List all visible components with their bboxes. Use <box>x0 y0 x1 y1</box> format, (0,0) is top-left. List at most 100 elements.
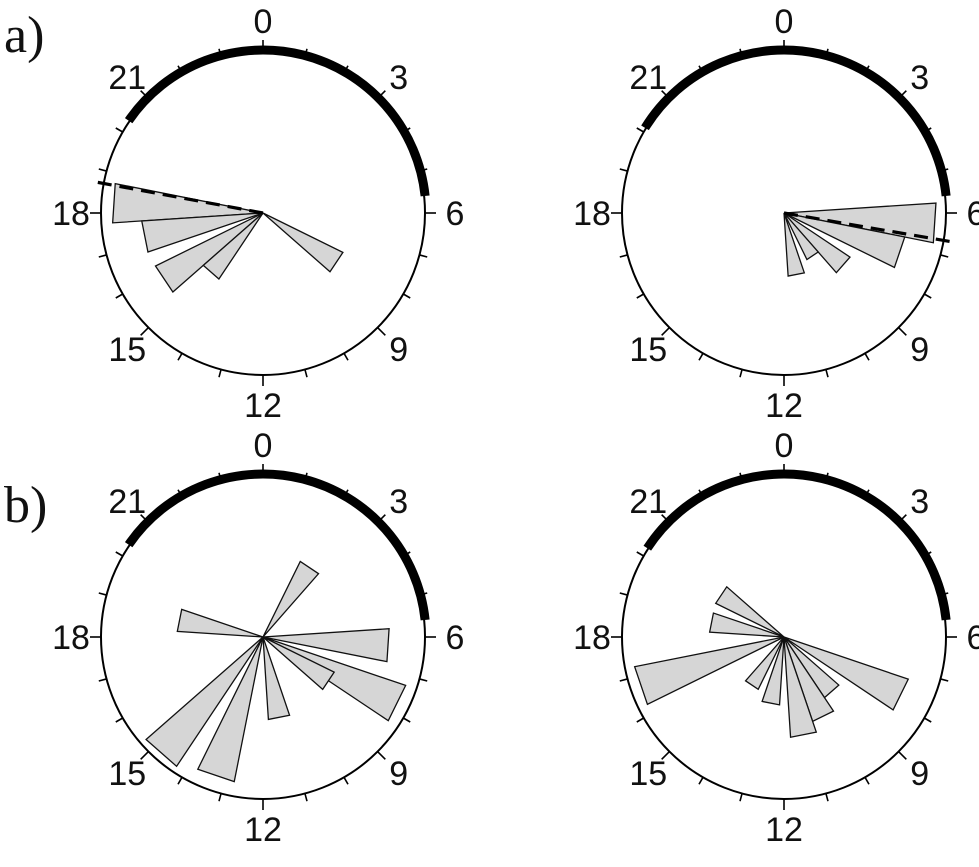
hour-tick <box>177 65 183 74</box>
rose-petal <box>262 628 390 663</box>
hour-tick <box>376 326 386 336</box>
rose-petal <box>783 212 906 269</box>
hour-tick <box>661 326 671 336</box>
hour-label-18: 18 <box>52 619 90 657</box>
hour-tick <box>140 514 150 524</box>
hour-tick <box>98 678 107 682</box>
hour-label-18: 18 <box>573 195 611 233</box>
hour-label-9: 9 <box>389 755 408 793</box>
hour-tick <box>698 352 704 361</box>
hour-label-0: 0 <box>775 427 794 465</box>
rose-petal <box>744 636 785 691</box>
hour-tick <box>218 793 222 802</box>
panel-label-a: a) <box>4 7 44 64</box>
hour-label-9: 9 <box>910 331 929 369</box>
hour-label-0: 0 <box>254 3 273 41</box>
hour-tick <box>98 592 107 596</box>
hour-tick <box>864 489 870 498</box>
hour-tick <box>636 293 645 299</box>
hour-tick <box>739 48 743 57</box>
hour-label-21: 21 <box>629 483 667 521</box>
hour-tick <box>140 326 150 336</box>
hour-tick <box>115 551 124 557</box>
hour-label-12: 12 <box>244 387 282 425</box>
mean-direction-line <box>783 211 956 245</box>
hour-label-21: 21 <box>629 59 667 97</box>
hour-tick <box>177 489 183 498</box>
hour-tick <box>218 472 222 481</box>
hour-label-15: 15 <box>629 331 667 369</box>
hour-label-12: 12 <box>244 811 282 849</box>
hour-tick <box>343 65 349 74</box>
rose-plot-a-right: 0 3 6 9 12 15 18 21 <box>573 3 979 425</box>
hour-tick <box>661 750 671 760</box>
hour-tick <box>923 717 932 723</box>
rose-petal <box>196 636 264 783</box>
rose-petal <box>145 636 264 768</box>
rose-petal <box>262 560 320 638</box>
hour-tick <box>376 514 386 524</box>
dark-arc-band <box>124 469 430 621</box>
rose-plot-b-left: 0 3 6 9 12 15 18 21 <box>52 427 464 849</box>
hour-tick <box>140 90 150 100</box>
hour-tick <box>98 254 107 258</box>
rose-petal <box>783 212 820 261</box>
rose-petal <box>176 608 264 638</box>
hour-tick <box>343 489 349 498</box>
rose-petal <box>262 212 344 273</box>
hour-tick <box>402 551 411 557</box>
hour-label-18: 18 <box>573 619 611 657</box>
hour-tick <box>923 127 932 133</box>
hour-label-15: 15 <box>108 755 146 793</box>
rose-petal <box>202 212 264 280</box>
rose-plot-a-left: 0 3 6 9 12 15 18 21 <box>52 3 464 425</box>
hour-tick <box>115 717 124 723</box>
hour-tick <box>115 293 124 299</box>
hour-tick <box>419 678 428 682</box>
hour-tick <box>376 90 386 100</box>
hour-label-0: 0 <box>775 3 794 41</box>
hour-label-15: 15 <box>629 755 667 793</box>
hour-label-9: 9 <box>910 755 929 793</box>
hour-tick <box>402 127 411 133</box>
hour-tick <box>115 127 124 133</box>
hour-tick <box>636 551 645 557</box>
dark-arc-band <box>641 45 951 197</box>
hour-tick <box>825 48 829 57</box>
hour-tick <box>304 48 308 57</box>
rose-petal <box>783 636 910 711</box>
hour-tick <box>923 293 932 299</box>
rose-petal <box>708 612 785 638</box>
hour-label-3: 3 <box>389 59 408 97</box>
hour-tick <box>825 369 829 378</box>
hour-tick <box>739 472 743 481</box>
hour-label-6: 6 <box>967 195 979 233</box>
hour-tick <box>897 750 907 760</box>
hour-tick <box>98 168 107 172</box>
hour-label-9: 9 <box>389 331 408 369</box>
panel-label-b: b) <box>4 477 47 534</box>
rose-petal <box>140 212 264 253</box>
hour-label-6: 6 <box>967 619 979 657</box>
hour-tick <box>864 65 870 74</box>
hour-tick <box>698 489 704 498</box>
hour-tick <box>897 90 907 100</box>
hour-tick <box>698 65 704 74</box>
hour-label-12: 12 <box>765 811 803 849</box>
hour-tick <box>940 168 949 172</box>
hour-label-3: 3 <box>389 483 408 521</box>
hour-tick <box>218 48 222 57</box>
rose-plot-b-right: 0 3 6 9 12 15 18 21 <box>573 427 979 849</box>
rose-petal <box>262 636 336 691</box>
hour-label-0: 0 <box>254 427 273 465</box>
hour-tick <box>619 254 628 258</box>
hour-tick <box>402 717 411 723</box>
hour-label-15: 15 <box>108 331 146 369</box>
hour-tick <box>698 776 704 785</box>
mean-direction-line <box>91 179 264 215</box>
hour-tick <box>636 717 645 723</box>
hour-tick <box>661 90 671 100</box>
hour-tick <box>140 750 150 760</box>
hour-tick <box>177 352 183 361</box>
hour-tick <box>825 793 829 802</box>
